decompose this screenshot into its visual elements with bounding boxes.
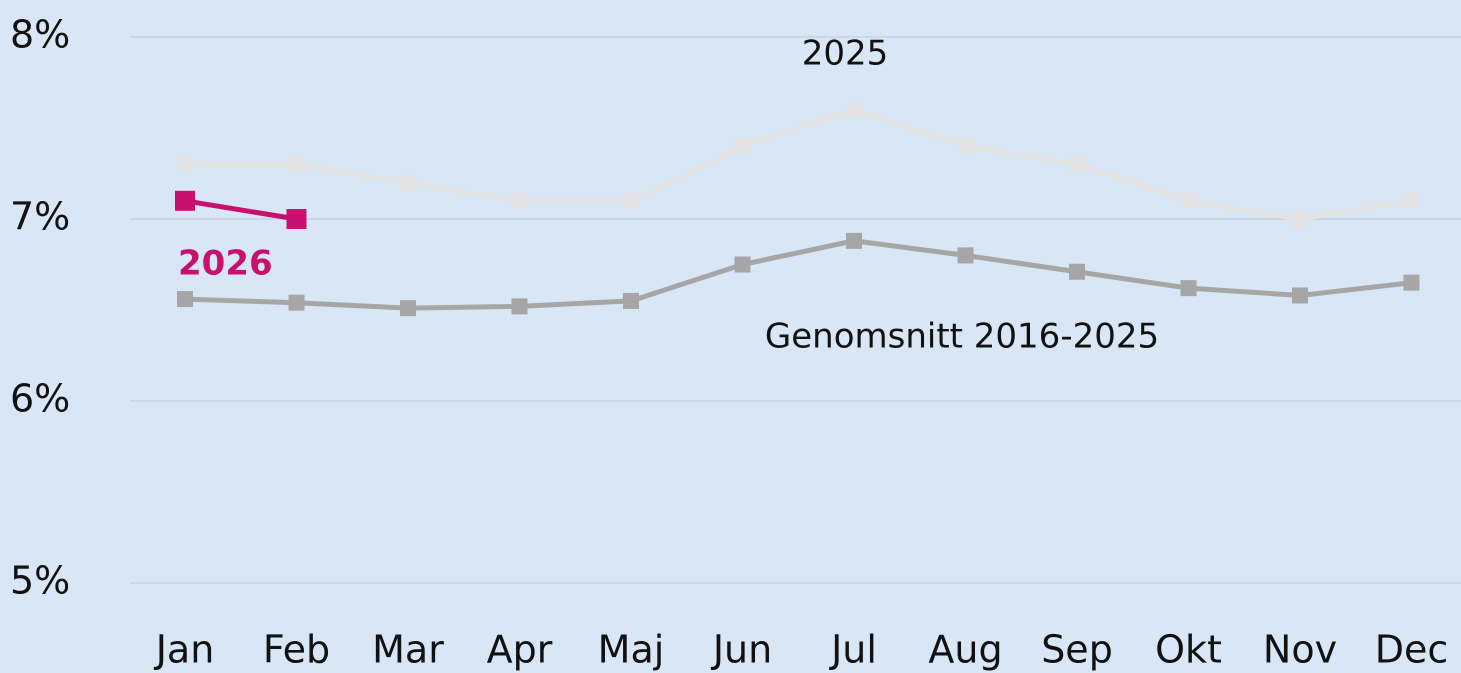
marker [1180,192,1197,209]
x-tick-label: Jun [711,628,772,672]
y-tick-label: 5% [10,559,70,603]
marker [400,174,416,191]
series-line [184,198,297,222]
x-tick-label: Sep [1041,628,1113,672]
x-tick-label: Feb [263,628,330,672]
marker [1180,280,1197,297]
series-line [184,238,1412,311]
marker [511,192,528,209]
y-tick-label: 7% [10,195,70,239]
marker [623,292,639,309]
marker [734,138,751,155]
marker [511,298,528,315]
x-tick-label: Aug [928,628,1002,672]
series-label: 2025 [802,34,889,74]
marker [957,138,974,155]
marker [177,291,193,308]
series-label: 2026 [178,244,273,284]
x-tick-label: Jul [829,628,877,672]
y-tick-label: 6% [10,377,70,421]
marker [288,294,305,311]
marker [846,232,862,249]
x-tick-label: Dec [1375,628,1449,672]
marker [286,209,307,229]
marker [1069,156,1085,173]
marker [1403,274,1420,291]
marker [1069,263,1085,280]
marker [400,300,416,317]
series-line [185,107,1412,222]
y-tick-label: 8% [10,13,70,57]
marker [1292,287,1308,304]
marker [846,101,862,118]
marker [288,156,305,173]
marker [1403,192,1420,209]
x-tick-label: Nov [1263,628,1337,672]
marker [175,190,195,211]
marker [623,192,639,209]
marker [177,156,193,173]
x-tick-label: Maj [598,628,665,672]
x-tick-label: Mar [372,628,444,672]
marker [957,247,974,264]
x-tick-label: Jan [154,628,215,672]
x-tick-label: Okt [1155,628,1222,672]
series-label: Genomsnitt 2016-2025 [765,317,1159,357]
marker [734,256,751,273]
x-tick-label: Apr [487,628,553,672]
marker [1292,211,1308,227]
